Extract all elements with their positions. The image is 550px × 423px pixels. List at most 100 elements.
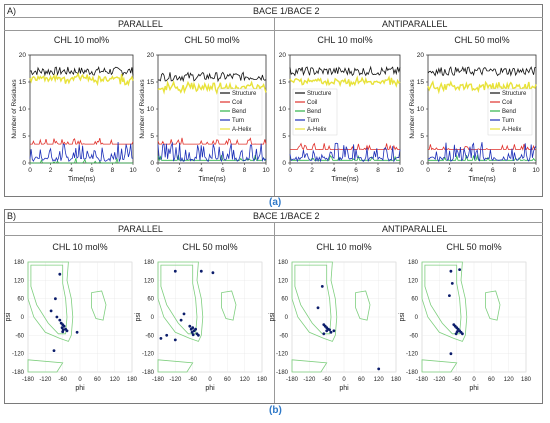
ts3-legend-label: Bend (502, 109, 516, 115)
sc0-ylabel: psi (5, 312, 12, 321)
sc0-xlabel: phi (75, 385, 85, 392)
ts2-xtick-label: 2 (310, 167, 314, 174)
sc1-ytick-label: -60 (145, 333, 154, 339)
sc3-xtick-label: 180 (521, 377, 532, 383)
ts3-ytick-label: 20 (417, 52, 425, 59)
ts2-legend-label: A-Helix (307, 127, 326, 133)
ts0-series-coil (30, 137, 134, 146)
sc2-xtick-label: 60 (358, 377, 365, 383)
sc1-xtick-label: 120 (240, 377, 251, 383)
ts3-ylabel: Number of Residues (409, 79, 416, 139)
ts0-xtick-label: 2 (49, 167, 53, 174)
sc1-point (199, 269, 203, 273)
sc2-ytick-label: -120 (276, 352, 289, 358)
ts2-series-coil (290, 142, 400, 151)
ts1-xtick-label: 8 (243, 167, 247, 174)
sc1-region-contour (157, 359, 194, 373)
sc2-region-contour (294, 264, 332, 335)
panel-a-section-antiparallel: ANTIPARALLEL (382, 19, 448, 29)
sc0-point (58, 272, 62, 276)
sc0-region-contour (27, 261, 74, 342)
ts3-legend-label: Coil (502, 100, 512, 106)
sc2-region-contour (291, 261, 338, 342)
sc1-point (179, 318, 183, 322)
ts2-ytick-label: 20 (279, 52, 287, 59)
ts1-ytick-label: 10 (147, 106, 155, 113)
sc3-region-contour (421, 261, 468, 342)
sc1-point (191, 326, 195, 330)
sc0-point (49, 309, 53, 313)
ts1-legend-label: Coil (232, 100, 242, 106)
sc3-region-contour (485, 290, 501, 321)
ts2-xtick-label: 4 (332, 167, 336, 174)
sc2-region-contour (355, 290, 371, 321)
sc2-point (316, 306, 320, 310)
sc0-ytick-label: 60 (17, 297, 24, 303)
sc3-point (450, 282, 454, 285)
sc2-xtick-label: -180 (286, 377, 299, 383)
panel-a-divider-2 (4, 30, 543, 31)
sc2-title: CHL 10 mol% (316, 242, 371, 252)
ts2-xtick-label: 10 (396, 167, 404, 174)
sc2-point (332, 329, 336, 333)
ts3-legend-label: Turn (502, 118, 514, 124)
sc3-point (449, 352, 453, 356)
ts0-ylabel: Number of Residues (11, 79, 18, 139)
panel-b-title: BACE 1/BACE 2 (253, 211, 320, 221)
sc2-point (322, 332, 326, 336)
sc1-point (182, 312, 186, 316)
sc3-xtick-label: 0 (472, 377, 476, 383)
sc0-region-contour (30, 264, 68, 335)
panel-b-divider-1 (4, 222, 543, 223)
sc1-xtick-label: 60 (224, 377, 231, 383)
ts1-xtick-label: 6 (221, 167, 225, 174)
sc2-point (328, 328, 331, 332)
sc0-ytick-label: 120 (14, 278, 25, 284)
sc1-point (197, 333, 200, 337)
sc0-point (52, 349, 56, 352)
sc1-region-contour (157, 261, 204, 342)
sc3-ytick-label: 60 (411, 297, 418, 303)
sc2-ylabel: psi (269, 312, 276, 321)
sc1-point (190, 330, 194, 334)
panel-a-divider-1 (4, 17, 543, 18)
sc2-xtick-label: -120 (303, 377, 316, 383)
ts1-xtick-label: 0 (156, 167, 160, 174)
sc1-ytick-label: 120 (144, 278, 155, 284)
sc3-xtick-label: -60 (452, 377, 461, 383)
sc2-point (325, 329, 329, 333)
ts0-ytick-label: 0 (22, 160, 26, 167)
ts1-ytick-label: 20 (147, 52, 155, 59)
sc3-xtick-label: 60 (488, 377, 495, 383)
ts3-ytick-label: 15 (417, 79, 425, 86)
sc0-point (75, 330, 79, 334)
sc0-ytick-label: -60 (15, 333, 24, 339)
ts0-title: CHL 10 mol% (54, 35, 109, 45)
sc2-ytick-label: 120 (278, 278, 289, 284)
sc3-xlabel: phi (469, 385, 479, 392)
panel-a-frame (4, 4, 543, 197)
sc3-point (449, 269, 453, 273)
sc1-point (173, 338, 177, 342)
sc0-xtick-label: -180 (22, 377, 35, 383)
sc1-point (188, 324, 192, 328)
ts1-legend-label: Structure (232, 91, 257, 97)
ts0-ytick-label: 20 (19, 52, 27, 59)
sc2-ytick-label: 60 (281, 297, 288, 303)
ts1-series-group (157, 71, 267, 163)
ts1-legend-label: Bend (232, 109, 246, 115)
sc2-point (320, 285, 324, 288)
ts1-ytick-label: 15 (147, 79, 155, 86)
panel-a-label: A) (7, 6, 16, 16)
sc1-point (194, 327, 198, 331)
sc3-ytick-label: 0 (415, 315, 419, 321)
sc3-ylabel: psi (399, 312, 406, 321)
sc2-point (377, 367, 381, 371)
ts0-xtick-label: 8 (111, 167, 115, 174)
sc0-region-contour (27, 359, 64, 373)
sc0-xtick-label: 120 (110, 377, 121, 383)
ts3-xtick-label: 0 (426, 167, 430, 174)
sc2-ytick-label: 0 (285, 315, 289, 321)
sc0-title: CHL 10 mol% (52, 242, 107, 252)
